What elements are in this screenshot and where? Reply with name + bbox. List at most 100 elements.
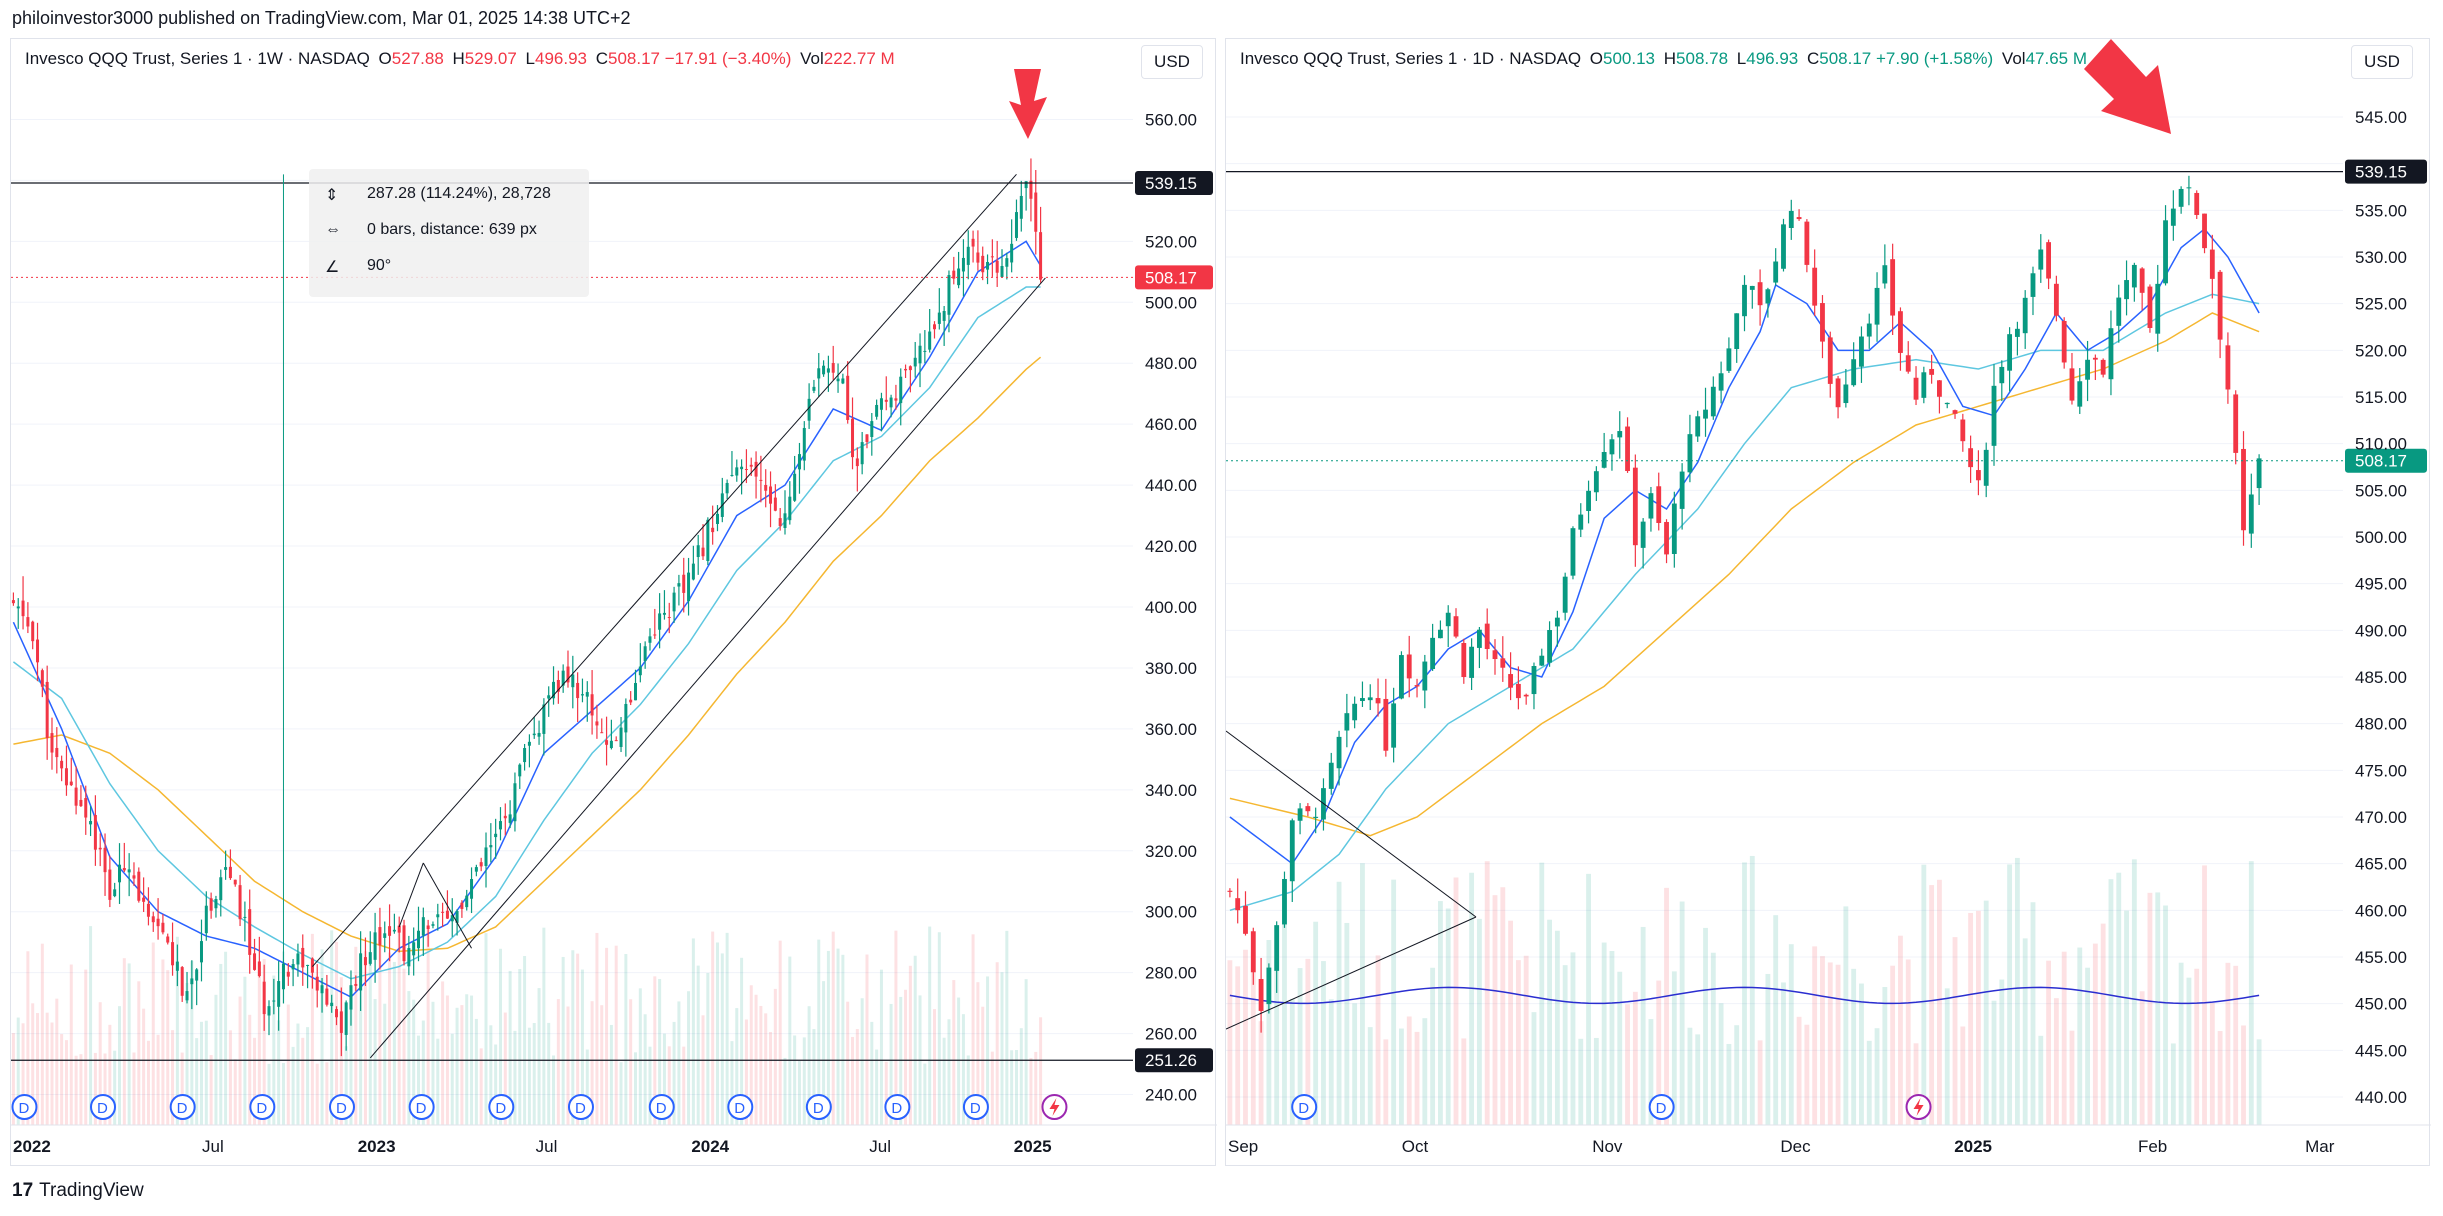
candle-body <box>1601 452 1607 468</box>
candle-body <box>923 350 927 352</box>
volume-bar <box>257 962 261 1125</box>
candle <box>1445 605 1451 648</box>
candle <box>2014 321 2020 356</box>
candle-body <box>416 930 420 949</box>
dividend-marker-circle <box>962 1094 989 1120</box>
candle-body <box>108 869 112 900</box>
daily-chart-panel[interactable]: 539.15 508.17 545.00 535.00 530.00 525.00 520.… <box>1225 38 2431 1167</box>
candle-body <box>783 513 787 528</box>
candle-body <box>1703 409 1708 419</box>
candle-body <box>1422 661 1428 691</box>
weekly-currency-button[interactable]: USD <box>1141 45 1203 79</box>
weekly-chart-panel[interactable]: 539.15 251.26 508.17 560.00 520.00 500.00 480.… <box>10 38 1217 1167</box>
volume-bar <box>1749 855 1755 1125</box>
candle <box>807 383 811 429</box>
y-tick-label: 480.00 <box>2355 715 2407 734</box>
y-tick-label: 460.00 <box>2355 901 2407 920</box>
candle-body <box>175 961 179 971</box>
dividend-marker: D <box>90 1094 117 1120</box>
candle-body <box>1243 905 1248 934</box>
dividend-marker: D <box>488 1094 515 1120</box>
candle <box>127 853 131 897</box>
ma-mid-line <box>1229 293 2260 912</box>
volume-bar <box>865 954 869 1125</box>
candle <box>180 966 184 1002</box>
candle-body <box>648 636 652 643</box>
footer-brand[interactable]: 17 TradingView <box>12 1180 144 1202</box>
volume-bar <box>677 1001 681 1125</box>
candle <box>831 345 835 380</box>
candle-body <box>817 368 821 379</box>
candle <box>971 230 975 263</box>
daily-currency-button[interactable]: USD <box>2351 45 2413 79</box>
candle <box>1578 503 1584 538</box>
daily-low-key: L <box>1736 49 1747 68</box>
candle-body <box>947 275 951 315</box>
candle-body <box>754 461 758 477</box>
ma-fast-line <box>12 240 1042 998</box>
volume-bar <box>146 1040 150 1125</box>
candle-body <box>89 821 93 825</box>
candle <box>648 628 652 651</box>
daily-chart-svg[interactable]: 539.15 508.17 545.00 535.00 530.00 525.00 520.… <box>1226 39 2431 1167</box>
volume-bar <box>368 959 372 1125</box>
y-tick-label: 380.00 <box>1145 659 1197 678</box>
candle-body <box>306 964 310 966</box>
candle <box>2202 213 2207 254</box>
volume-bar <box>995 962 999 1125</box>
candle <box>383 921 387 953</box>
candle <box>1406 635 1412 698</box>
candle <box>36 622 40 682</box>
x-tick-label: Nov <box>1592 1137 1623 1156</box>
y-tick-label: 470.00 <box>2355 808 2407 827</box>
candle <box>1593 466 1599 501</box>
candle-body <box>1554 617 1560 627</box>
candle <box>40 668 44 698</box>
volume-bar <box>151 942 155 1125</box>
candle-body <box>889 397 893 408</box>
volume-bar <box>1898 935 1903 1125</box>
candle <box>1726 337 1732 373</box>
candle-body <box>132 875 136 879</box>
weekly-change: −17.91 (−3.40%) <box>664 49 792 68</box>
hline-price-label-0: 539.15 <box>2355 163 2407 182</box>
candle <box>908 365 912 393</box>
volume-bar <box>103 1053 107 1125</box>
measure-tool-box[interactable]: ⇕ 287.28 (114.24%), 28,728 ⇔ 0 bars, dis… <box>309 169 589 297</box>
candle <box>108 855 112 908</box>
y-tick-label: 400.00 <box>1145 598 1197 617</box>
candle-body <box>1014 212 1018 238</box>
candle <box>556 670 560 704</box>
candle-body <box>658 613 662 630</box>
candle <box>2092 354 2098 381</box>
volume-bar <box>2124 910 2129 1125</box>
candle <box>701 524 705 560</box>
candle-body <box>1905 355 1911 372</box>
candle-body <box>1695 416 1701 437</box>
volume-bar <box>1531 1012 1537 1125</box>
candle-body <box>1874 287 1880 325</box>
volume-bar <box>605 947 609 1125</box>
volume-bar <box>373 999 377 1125</box>
candle-body <box>662 612 666 615</box>
dividend-marker-circle <box>408 1094 435 1120</box>
volume-bar <box>730 1041 734 1125</box>
weekly-chart-svg[interactable]: 539.15 251.26 508.17 560.00 520.00 500.00 480.… <box>11 39 1217 1167</box>
candle-body <box>1664 521 1669 555</box>
volume-bar <box>1734 1025 1740 1125</box>
candle-body <box>1617 431 1623 438</box>
candle-body <box>957 268 961 286</box>
candle-body <box>1648 493 1654 519</box>
candle <box>69 757 73 787</box>
candle-body <box>2163 220 2168 284</box>
candle-body <box>1438 629 1443 639</box>
candle <box>1492 639 1498 675</box>
candle-body <box>614 740 618 742</box>
candle <box>614 736 618 742</box>
candle-body <box>368 952 372 964</box>
candle-body <box>142 897 146 902</box>
volume-bar <box>1422 1018 1428 1125</box>
volume-bar <box>190 961 194 1125</box>
volume-bar <box>769 1032 773 1125</box>
candle <box>624 698 628 757</box>
